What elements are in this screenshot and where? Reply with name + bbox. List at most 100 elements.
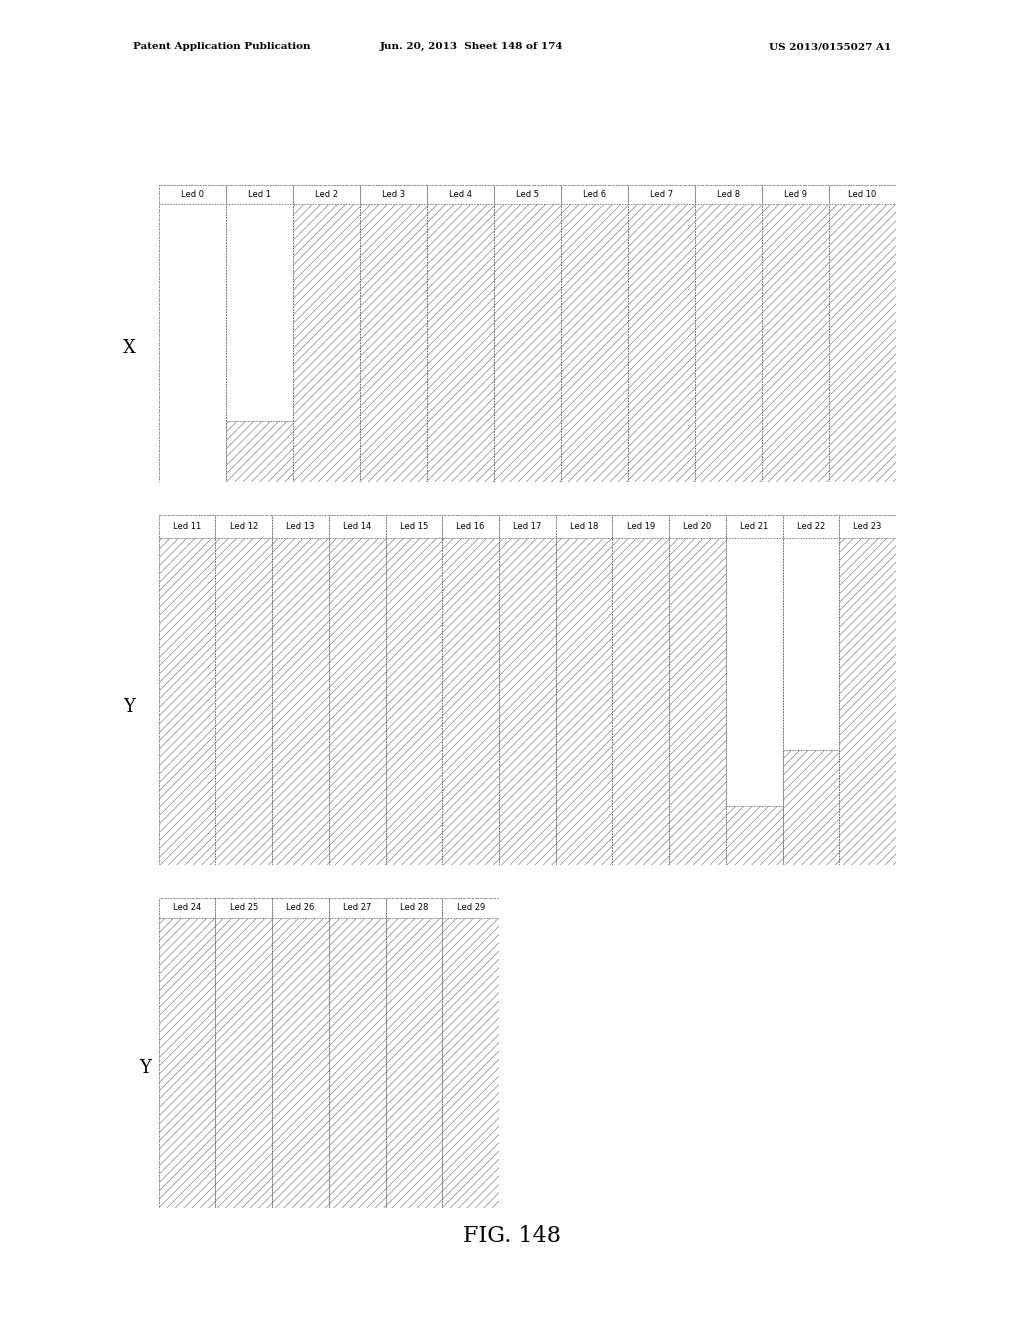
Bar	[215, 898, 272, 917]
Text: Led 2: Led 2	[314, 190, 338, 199]
Bar	[612, 515, 669, 537]
Bar	[494, 205, 561, 482]
Bar	[329, 537, 386, 865]
Text: Y: Y	[123, 698, 135, 717]
Bar	[782, 750, 840, 865]
Bar	[726, 515, 782, 537]
Bar	[442, 917, 499, 1208]
Bar	[612, 537, 669, 865]
Bar	[782, 515, 840, 537]
Text: Led 15: Led 15	[399, 521, 428, 531]
Bar	[359, 205, 427, 482]
Bar	[293, 185, 359, 205]
Bar	[272, 917, 329, 1208]
Text: Led 16: Led 16	[457, 521, 484, 531]
Bar	[762, 185, 829, 205]
Bar	[215, 917, 272, 1208]
Bar	[386, 515, 442, 537]
Text: Led 3: Led 3	[382, 190, 404, 199]
Text: Led 6: Led 6	[583, 190, 606, 199]
Bar	[215, 515, 272, 537]
Bar	[329, 515, 386, 537]
Bar	[556, 515, 612, 537]
Bar	[494, 185, 561, 205]
Bar	[159, 205, 225, 482]
Bar	[225, 421, 293, 482]
Bar	[695, 185, 762, 205]
Text: Jun. 20, 2013  Sheet 148 of 174: Jun. 20, 2013 Sheet 148 of 174	[379, 42, 563, 51]
Bar	[159, 898, 215, 917]
Bar	[272, 515, 329, 537]
Bar	[726, 805, 782, 865]
Text: Led 27: Led 27	[343, 903, 372, 912]
Bar	[669, 515, 726, 537]
Bar	[386, 898, 442, 917]
Bar	[499, 537, 556, 865]
Bar	[556, 537, 612, 865]
Text: Led 0: Led 0	[180, 190, 204, 199]
Bar	[561, 205, 628, 482]
Bar	[442, 537, 499, 865]
Bar	[215, 537, 272, 865]
Text: Led 26: Led 26	[287, 903, 314, 912]
Text: Patent Application Publication: Patent Application Publication	[133, 42, 310, 51]
Text: Led 28: Led 28	[399, 903, 428, 912]
Text: Led 19: Led 19	[627, 521, 655, 531]
Text: Led 23: Led 23	[853, 521, 882, 531]
Bar	[159, 185, 225, 205]
Text: Led 20: Led 20	[683, 521, 712, 531]
Bar	[762, 205, 829, 482]
Bar	[159, 537, 215, 865]
Bar	[427, 205, 494, 482]
Text: Led 12: Led 12	[229, 521, 258, 531]
Bar	[386, 917, 442, 1208]
Bar	[829, 205, 896, 482]
Bar	[427, 185, 494, 205]
Text: Led 17: Led 17	[513, 521, 542, 531]
Bar	[329, 898, 386, 917]
Text: Led 13: Led 13	[287, 521, 314, 531]
Text: Led 24: Led 24	[173, 903, 201, 912]
Bar	[293, 205, 359, 482]
Bar	[829, 185, 896, 205]
Bar	[272, 898, 329, 917]
Text: X: X	[123, 339, 135, 358]
Bar	[695, 205, 762, 482]
Text: Led 1: Led 1	[248, 190, 270, 199]
Text: Led 8: Led 8	[717, 190, 740, 199]
Bar	[159, 515, 215, 537]
Text: FIG. 148: FIG. 148	[463, 1225, 561, 1247]
Text: US 2013/0155027 A1: US 2013/0155027 A1	[769, 42, 891, 51]
Bar	[726, 537, 782, 805]
Text: Led 11: Led 11	[173, 521, 201, 531]
Bar	[225, 205, 293, 421]
Bar	[499, 515, 556, 537]
Text: Led 9: Led 9	[784, 190, 807, 199]
Text: Led 10: Led 10	[848, 190, 877, 199]
Text: Led 4: Led 4	[449, 190, 472, 199]
Text: Led 21: Led 21	[740, 521, 768, 531]
Bar	[272, 537, 329, 865]
Bar	[442, 898, 499, 917]
Bar	[840, 537, 896, 865]
Bar	[669, 537, 726, 865]
Bar	[159, 917, 215, 1208]
Text: Led 29: Led 29	[457, 903, 484, 912]
Bar	[359, 185, 427, 205]
Bar	[628, 185, 695, 205]
Bar	[782, 537, 840, 750]
Text: Led 25: Led 25	[229, 903, 258, 912]
Bar	[561, 185, 628, 205]
Text: Led 14: Led 14	[343, 521, 372, 531]
Text: Led 18: Led 18	[570, 521, 598, 531]
Bar	[628, 205, 695, 482]
Bar	[442, 515, 499, 537]
Bar	[386, 537, 442, 865]
Text: Y: Y	[139, 1059, 152, 1077]
Text: Led 5: Led 5	[516, 190, 539, 199]
Bar	[329, 917, 386, 1208]
Bar	[840, 515, 896, 537]
Text: Led 22: Led 22	[797, 521, 825, 531]
Bar	[225, 185, 293, 205]
Text: Led 7: Led 7	[650, 190, 673, 199]
